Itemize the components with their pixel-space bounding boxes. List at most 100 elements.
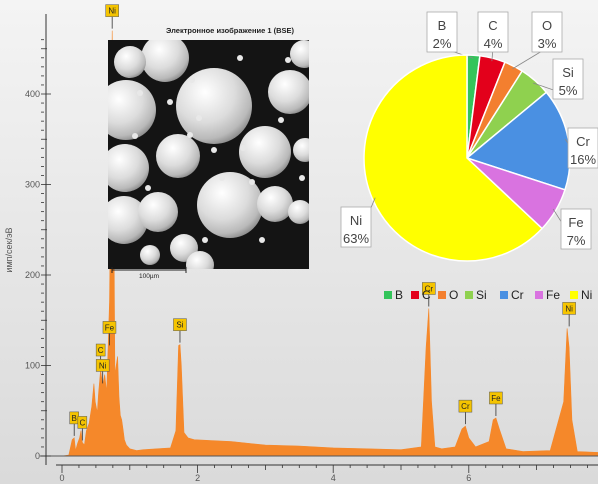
pie-label-percent: 4% [484, 36, 503, 51]
pie-label-name: Ni [350, 213, 362, 228]
peak-label: Fe [102, 321, 117, 346]
legend-label: Fe [546, 288, 560, 302]
satellite-particle [285, 57, 291, 63]
pie-label-name: Fe [568, 215, 583, 230]
composition-pie: B 2% C 4% O 3% Si 5% Cr 16% Fe 7% Ni 63% [340, 11, 598, 262]
peak-label: Cr [422, 282, 436, 307]
micrograph-title: Электронное изображение 1 (BSE) [166, 26, 295, 35]
peak-label-text: Cr [425, 284, 434, 293]
pie-label-percent: 63% [343, 231, 369, 246]
micrograph-particles [108, 40, 309, 269]
peak-label: Cr [458, 399, 473, 425]
powder-particle [141, 40, 189, 82]
satellite-particle [249, 179, 255, 185]
peak-label-box [489, 391, 503, 405]
y-tick-label: 200 [25, 270, 40, 280]
powder-particle [176, 68, 252, 144]
peak-label-text: Fe [105, 323, 115, 332]
x-tick-label: 4 [331, 473, 336, 483]
pie-label-name: C [488, 18, 497, 33]
pie-legend: B C O Si Cr Fe Ni [384, 288, 592, 302]
peak-label-text: Fe [491, 394, 501, 403]
powder-particle [156, 134, 200, 178]
spectrum-area [61, 30, 598, 457]
legend-swatch [384, 291, 392, 299]
peak-label-text: Ni [99, 361, 107, 370]
y-tick-label: 300 [25, 180, 40, 190]
peak-label-box [105, 4, 119, 17]
powder-particle [257, 186, 293, 222]
pie-label-percent: 7% [567, 233, 586, 248]
peak-label-box [102, 321, 117, 334]
powder-particle [108, 80, 156, 140]
legend-swatch [535, 291, 543, 299]
peak-label-text: B [72, 414, 77, 423]
peak-label-box [95, 359, 110, 372]
powder-particle [140, 245, 160, 265]
peak-label-box [458, 399, 473, 413]
satellite-particle [237, 55, 243, 61]
x-tick-label: 6 [466, 473, 471, 483]
satellite-particle [137, 90, 143, 96]
powder-particle [197, 172, 263, 238]
pie-label-name: B [438, 18, 447, 33]
pie-label-percent: 3% [538, 36, 557, 51]
legend-label: O [449, 288, 458, 302]
legend-label: Si [476, 288, 487, 302]
legend-label: C [422, 288, 431, 302]
peak-label-box [95, 343, 106, 357]
peak-label-text: C [98, 346, 104, 355]
powder-particle [288, 200, 309, 224]
powder-particle [290, 40, 309, 68]
pie-label-name: Cr [576, 134, 590, 149]
legend-swatch [438, 291, 446, 299]
bse-micrograph: Электронное изображение 1 (BSE) 100µm [108, 26, 309, 280]
y-axis-label: имп/сек/эВ [4, 227, 14, 272]
pie-label-box [340, 206, 372, 248]
powder-particle [108, 196, 148, 244]
powder-particle [268, 70, 309, 114]
pie-label-box [560, 208, 592, 250]
peak-label: Fe [489, 391, 503, 416]
axes-layer: 024681012140100200300400имп/сек/эВ [4, 14, 598, 483]
satellite-particle [132, 133, 138, 139]
pie-label-percent: 2% [433, 36, 452, 51]
satellite-particle [278, 117, 284, 123]
peak-label: Ni [95, 359, 110, 384]
powder-particle [114, 46, 146, 78]
pie-label-box [552, 58, 584, 100]
pie-label-percent: 5% [559, 83, 578, 98]
satellite-particle [299, 175, 305, 181]
peak-label: Si [173, 318, 187, 343]
peak-label-box [173, 318, 187, 331]
pie-label-box [567, 127, 598, 169]
pie-label-box [531, 11, 563, 53]
peak-label-box [562, 302, 576, 315]
peak-label-text: Cr [461, 402, 470, 411]
scale-bar-label: 100µm [139, 273, 159, 280]
satellite-particle [187, 132, 193, 138]
peak-label-box [422, 282, 436, 295]
peak-label: Ni [562, 302, 576, 327]
powder-particle [293, 138, 309, 162]
peak-label-box [77, 416, 88, 429]
peak-label-text: C [79, 418, 85, 427]
satellite-particle [211, 147, 217, 153]
legend-label: Ni [581, 288, 592, 302]
x-tick-label: 0 [59, 473, 64, 483]
legend-label: Cr [511, 288, 524, 302]
powder-particle [108, 144, 149, 192]
pie-label-box [477, 11, 509, 53]
pie-label-name: O [542, 18, 552, 33]
pie-slice [363, 54, 544, 262]
peak-label-text: Ni [565, 304, 573, 313]
legend-swatch [465, 291, 473, 299]
legend-label: B [395, 288, 403, 302]
legend-swatch [411, 291, 419, 299]
x-tick-label: 2 [195, 473, 200, 483]
satellite-particle [189, 77, 195, 83]
satellite-particle [219, 175, 225, 181]
powder-particle [138, 192, 178, 232]
powder-particle [239, 126, 291, 178]
y-tick-label: 0 [35, 451, 40, 461]
